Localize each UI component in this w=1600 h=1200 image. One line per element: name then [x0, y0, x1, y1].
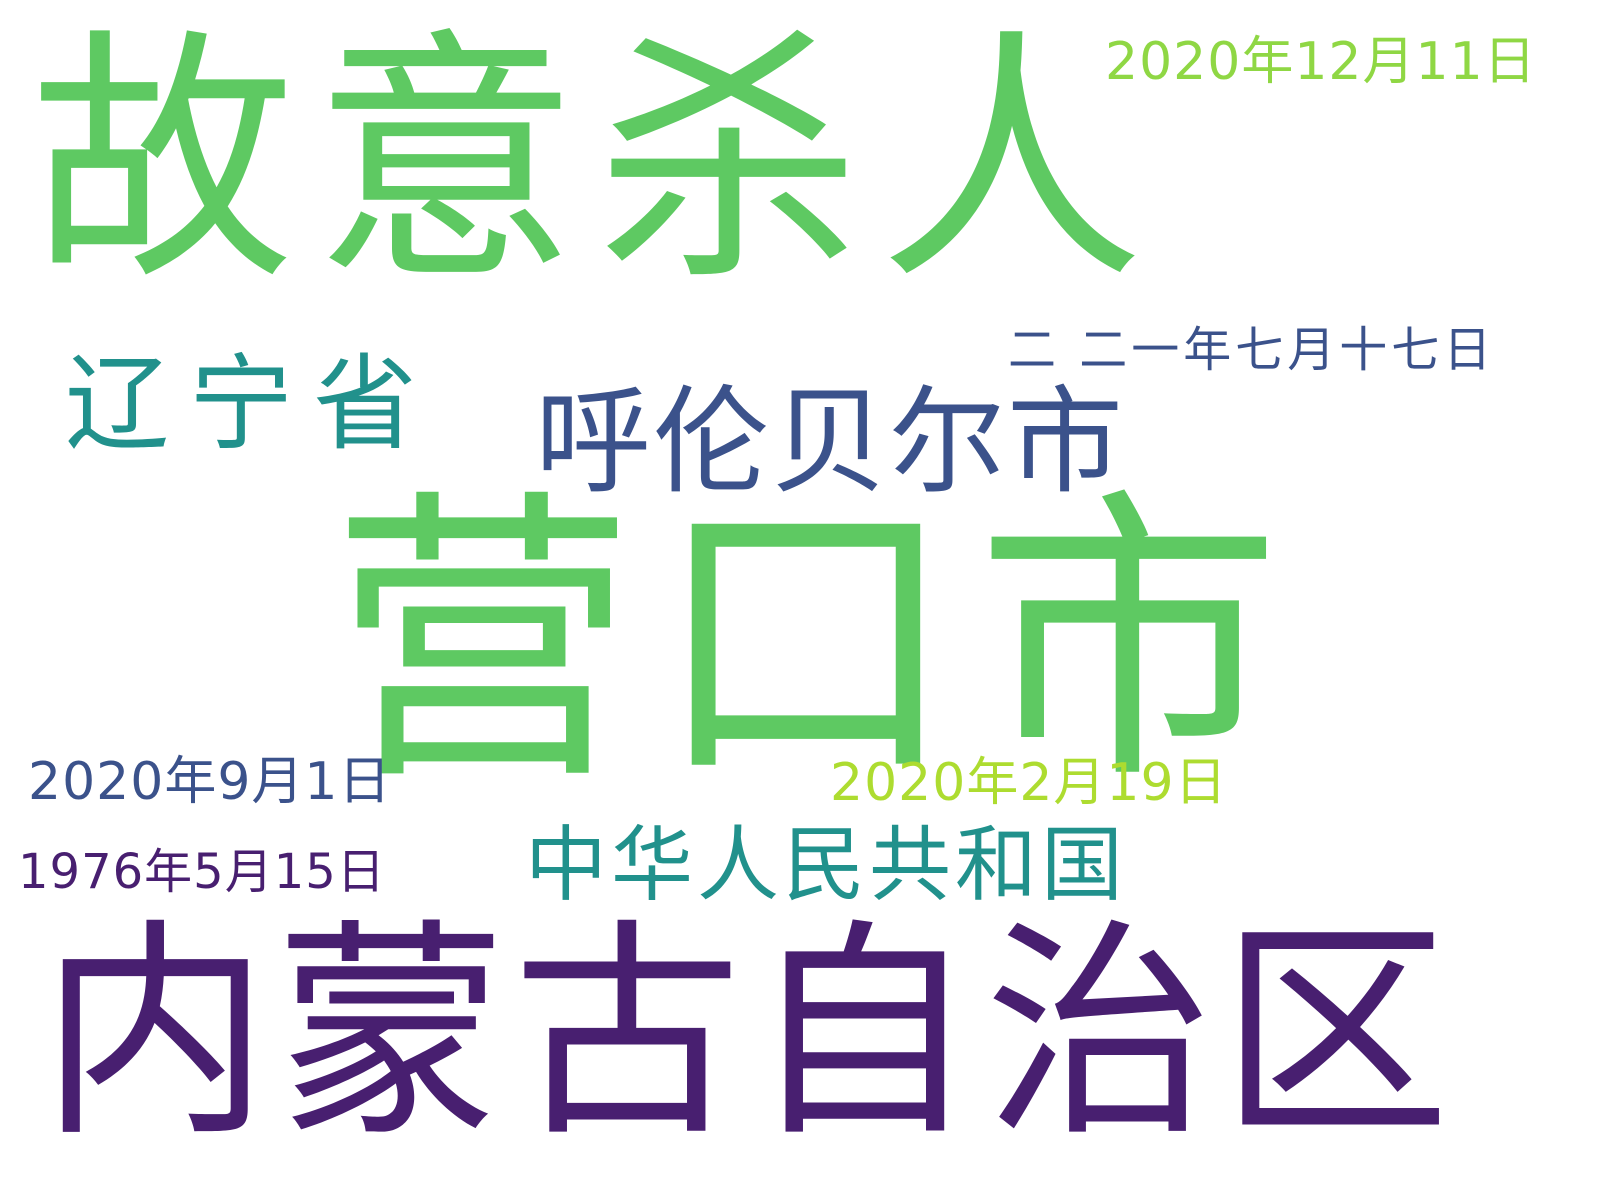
word-liaoning-province: 辽宁省 [65, 343, 438, 465]
word-date-2020-02-19: 2020年2月19日 [830, 753, 1228, 813]
word-intentional-homicide: 故意杀人 [30, 8, 1162, 316]
word-prc: 中华人民共和国 [525, 818, 1128, 913]
word-date-1976-05-15: 1976年5月15日 [18, 844, 386, 900]
word-date-2020-12-11: 2020年12月11日 [1105, 32, 1537, 92]
word-date-2021-07-17: 二 二一年七月十七日 [1008, 322, 1496, 378]
word-inner-mongolia: 内蒙古自治区 [40, 901, 1457, 1168]
word-yingkou-city: 营口市 [330, 465, 1299, 820]
word-hulunbuir-city: 呼伦贝尔市 [535, 375, 1125, 510]
word-date-2020-09-01: 2020年9月1日 [28, 752, 392, 812]
